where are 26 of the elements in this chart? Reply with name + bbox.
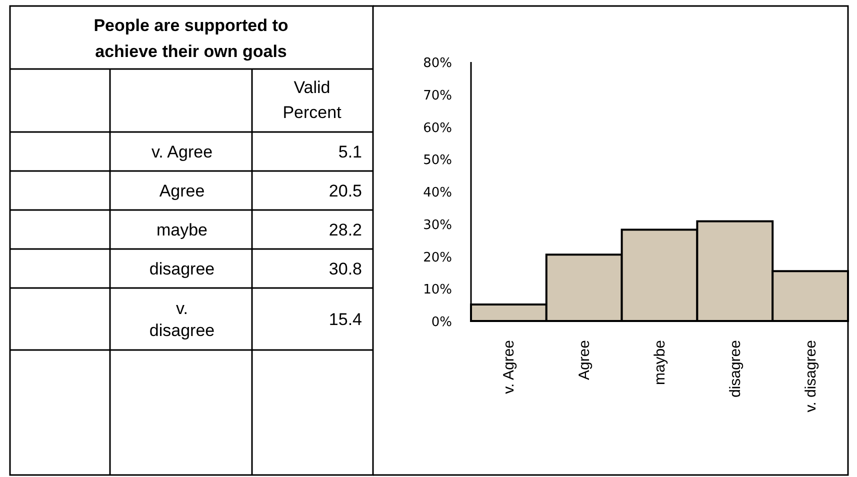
x-tick-label: disagree	[726, 340, 744, 398]
text: 20.5	[328, 182, 362, 200]
y-tick-label: 40%	[423, 186, 452, 200]
y-tick-label: 20%	[423, 250, 452, 266]
x-tick-label: v. disagree	[802, 340, 820, 412]
y-tick-label: 80%	[423, 56, 452, 71]
text: v. disagree	[149, 299, 215, 340]
text: Valid Percent	[282, 78, 342, 122]
text: maybe	[156, 220, 208, 240]
y-tick-label: 60%	[423, 120, 452, 136]
y-tick-label: 30%	[423, 218, 452, 233]
y-tick-label: 70%	[423, 88, 452, 104]
text: People are supported to achieve their own goals	[94, 16, 288, 61]
text: 28.2	[328, 220, 362, 240]
x-tick-label: Agree	[576, 340, 594, 380]
x-tick-label: v. Agree	[500, 340, 518, 394]
text: 15.4	[328, 310, 362, 329]
text: disagree	[149, 260, 215, 278]
text: v. Agree	[151, 142, 213, 162]
text: 5.1	[338, 142, 362, 162]
text: 30.8	[328, 260, 362, 278]
text: Agree	[159, 182, 205, 200]
x-tick-label: maybe	[652, 340, 668, 386]
y-tick-label: 50%	[423, 153, 452, 168]
y-tick-label: 10%	[423, 282, 452, 298]
y-tick-label: 0%	[431, 315, 452, 330]
